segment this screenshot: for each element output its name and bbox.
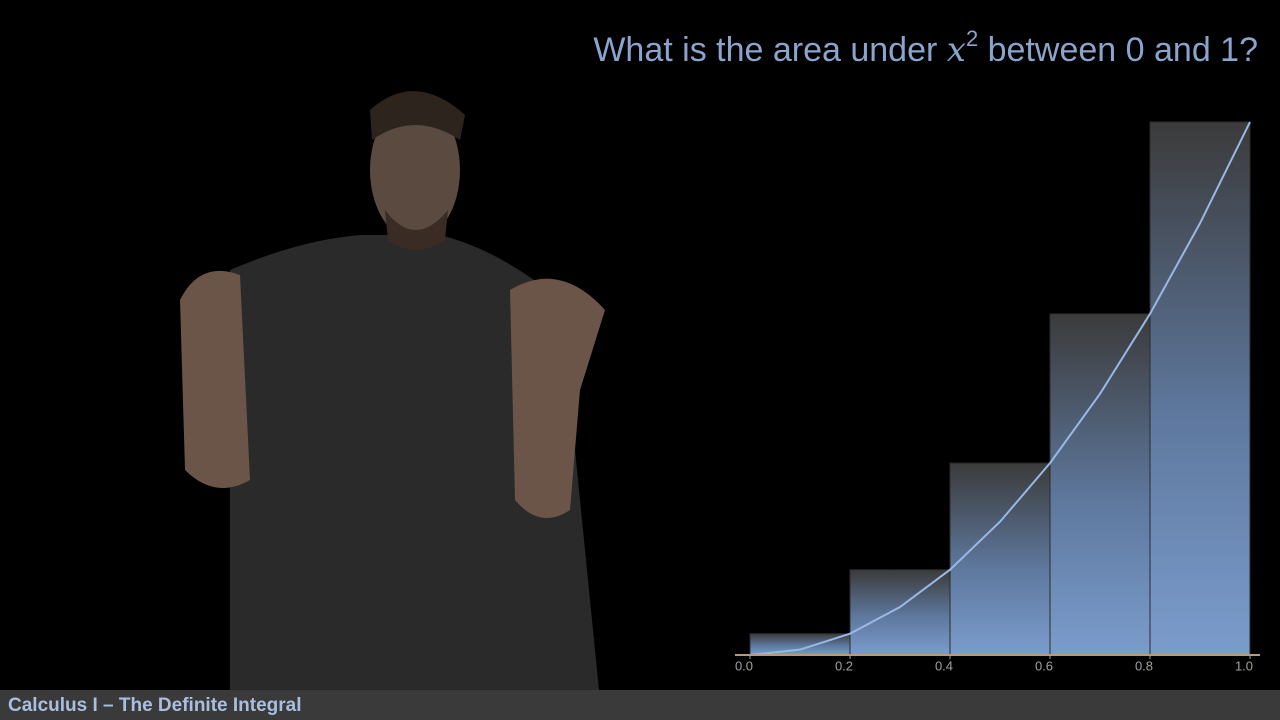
- title-exponent: 2: [966, 26, 978, 51]
- bar: [949, 462, 1051, 656]
- slide-title: What is the area under x2 between 0 and …: [593, 26, 1258, 70]
- chart: 0.0 0.2 0.4 0.6 0.8 1.0: [735, 121, 1260, 673]
- x-tick-label: 0.8: [1135, 658, 1153, 673]
- bar: [849, 569, 951, 656]
- title-text: between 0 and 1?: [978, 31, 1258, 69]
- bar: [1049, 313, 1151, 656]
- title-text: What is the area under: [593, 31, 946, 69]
- footer-bar: [0, 690, 1280, 720]
- bar: [1149, 121, 1251, 656]
- x-tick-label: 0.0: [735, 658, 753, 673]
- x-tick-label: 0.4: [935, 658, 953, 673]
- x-tick-label: 1.0: [1235, 658, 1253, 673]
- title-variable: x: [947, 30, 966, 70]
- footer-title: Calculus I – The Definite Integral: [8, 695, 302, 716]
- bar: [749, 633, 851, 656]
- curve: [749, 121, 1251, 656]
- presenter: [180, 91, 605, 700]
- x-tick-label: 0.2: [835, 658, 853, 673]
- x-tick-label: 0.6: [1035, 658, 1053, 673]
